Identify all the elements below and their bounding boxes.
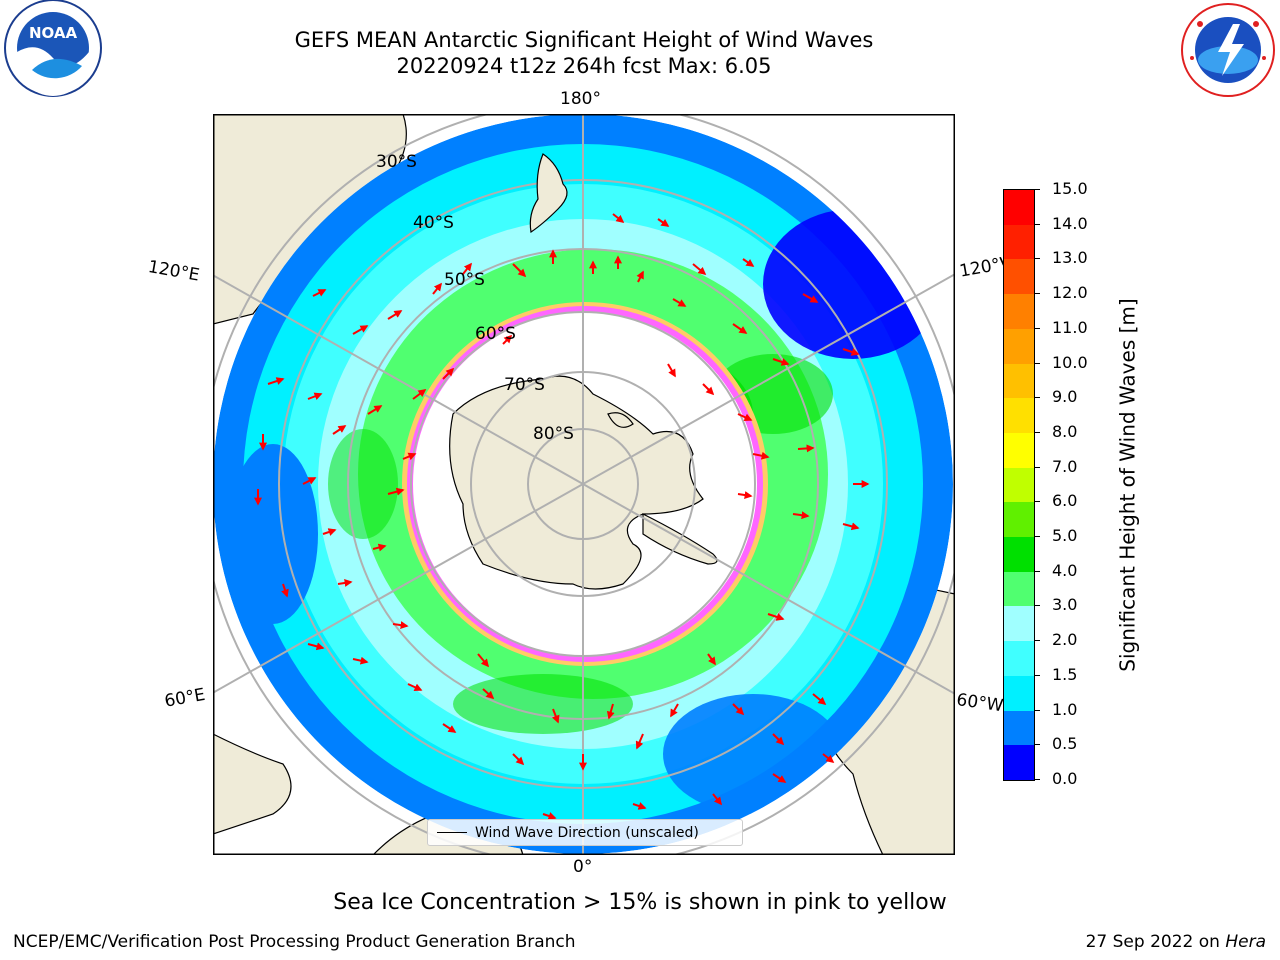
colorbar-tick-label: 11.0 [1052,317,1088,337]
colorbar-tick-label: 3.0 [1052,595,1078,615]
colorbar-tick-mark [1034,327,1040,329]
colorbar-tick-mark [1034,744,1040,746]
colorbar-tick-label: 12.0 [1052,283,1088,303]
colorbar-segment [1004,259,1034,295]
colorbar-tick-mark [1034,223,1040,225]
colorbar-tick-label: 15.0 [1052,179,1088,198]
colorbar-tick-label: 0.0 [1052,769,1078,788]
colorbar-tick-mark [1034,605,1040,607]
colorbar-segment [1004,224,1034,260]
colorbar-tick-label: 4.0 [1052,560,1078,580]
colorbar-segment [1004,398,1034,433]
colorbar-tick-mark [1034,466,1040,468]
map-panel [213,114,955,855]
caption: Sea Ice Concentration > 15% is shown in … [333,890,947,915]
colorbar-tick-label: 1.0 [1052,699,1078,719]
colorbar [1003,189,1035,781]
colorbar-tick-label: 5.0 [1052,526,1078,546]
colorbar-tick-mark [1034,362,1040,364]
colorbar-segment [1004,432,1034,468]
colorbar-segment [1004,675,1034,711]
colorbar-segment [1004,502,1034,538]
colorbar-tick-label: 14.0 [1052,213,1088,233]
colorbar-segment [1004,537,1034,572]
colorbar-segment [1004,190,1034,225]
lon-label-60w: 60°W [955,690,1005,717]
legend-label: Wind Wave Direction (unscaled) [475,824,699,841]
chart-title: GEFS MEAN Antarctic Significant Height o… [294,28,874,52]
colorbar-label: Significant Height of Wind Waves [m] [1115,298,1140,672]
lon-label-60e: 60°E [163,684,207,712]
colorbar-tick-label: 10.0 [1052,352,1088,372]
colorbar-segment [1004,641,1034,676]
colorbar-tick-label: 6.0 [1052,491,1078,511]
lon-label-120e: 120°E [146,257,201,286]
noaa-logo-text: NOAA [29,24,78,42]
colorbar-tick-label: 2.0 [1052,630,1078,650]
colorbar-tick-label: 0.5 [1052,734,1078,754]
lat-label-30s: 30°S [376,152,417,172]
colorbar-segment [1004,328,1034,364]
colorbar-tick-mark [1034,536,1040,538]
lat-label-60s: 60°S [475,324,516,344]
legend-line-swatch [437,832,467,833]
noaa-logo: NOAA [4,0,102,97]
footer-date: 27 Sep 2022 on Hera [1086,932,1266,952]
colorbar-tick-label: 1.5 [1052,664,1078,684]
lat-label-80s: 80°S [533,424,574,444]
colorbar-tick-label: 9.0 [1052,387,1078,407]
colorbar-tick-mark [1034,640,1040,642]
colorbar-tick-mark [1034,293,1040,295]
nws-logo [1181,3,1275,97]
new-zealand-land [529,153,568,234]
colorbar-segment [1004,363,1034,399]
colorbar-tick-mark [1034,570,1040,572]
colorbar-tick-label: 13.0 [1052,248,1088,268]
colorbar-segment [1004,294,1034,329]
colorbar-tick-mark [1034,709,1040,711]
lon-label-180: 180° [560,89,601,109]
colorbar-segment [1004,710,1034,746]
footer-date-text: 27 Sep 2022 on [1085,932,1226,952]
colorbar-tick-mark [1034,397,1040,399]
colorbar-tick-mark [1034,189,1040,190]
colorbar-tick-mark [1034,501,1040,503]
chart-subtitle: 20220924 t12z 264h fcst Max: 6.05 [396,54,772,78]
graticule [213,114,955,855]
colorbar-tick-mark [1034,674,1040,676]
colorbar-segment [1004,606,1034,642]
lat-label-40s: 40°S [413,213,454,233]
lon-label-0: 0° [573,857,593,877]
colorbar-tick-label: 8.0 [1052,421,1078,441]
colorbar-tick-mark [1034,779,1040,780]
footer-credit: NCEP/EMC/Verification Post Processing Pr… [13,932,576,952]
colorbar-tick-mark [1034,258,1040,260]
colorbar-tick-mark [1034,431,1040,433]
wind-wave-arrows [254,213,870,820]
map-legend: Wind Wave Direction (unscaled) [427,819,743,846]
colorbar-segment [1004,745,1034,780]
lat-label-50s: 50°S [444,270,485,290]
wave-height-field [213,114,953,854]
lat-label-70s: 70°S [504,375,545,395]
colorbar-segment [1004,571,1034,607]
footer-host: Hera [1225,932,1266,952]
colorbar-segment [1004,467,1034,503]
colorbar-tick-label: 7.0 [1052,456,1078,476]
